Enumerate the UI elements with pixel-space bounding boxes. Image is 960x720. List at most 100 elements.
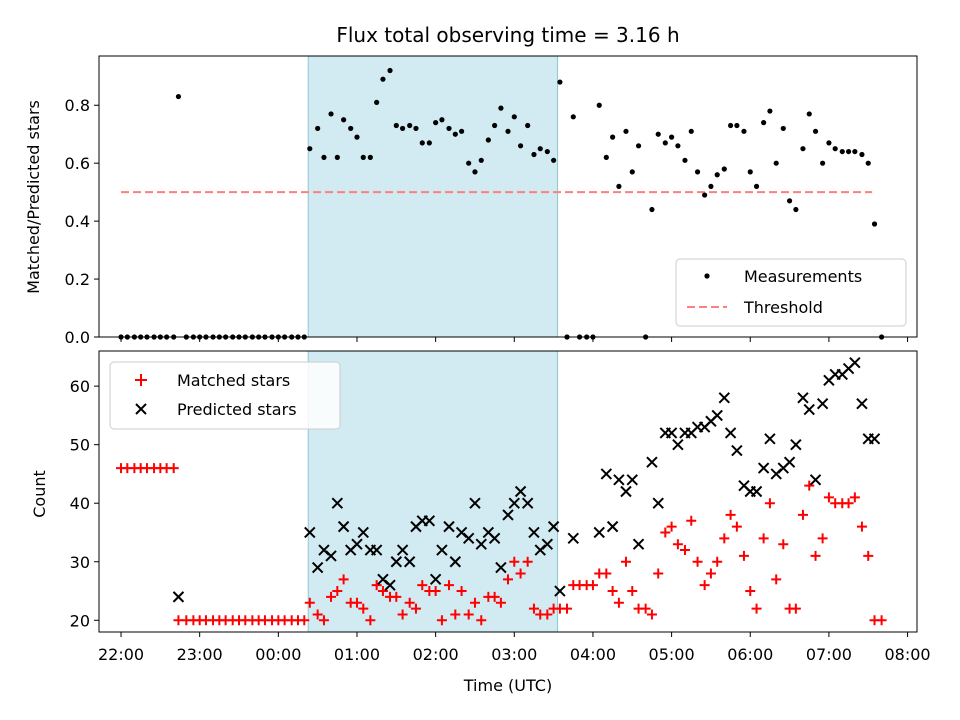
predicted-star-point bbox=[469, 497, 481, 509]
predicted-star-point bbox=[521, 497, 534, 509]
predicted-star-point bbox=[718, 392, 731, 404]
matched-star-point bbox=[410, 603, 421, 614]
predicted-star-point bbox=[495, 561, 507, 574]
matched-star-point bbox=[620, 556, 631, 567]
x-tick-label: 00:00 bbox=[255, 645, 301, 664]
measurement-point bbox=[859, 151, 865, 158]
x-tick-label: 23:00 bbox=[177, 645, 223, 664]
matched-star-point bbox=[646, 609, 657, 620]
measurement-point bbox=[511, 114, 517, 120]
matched-star-point bbox=[371, 580, 382, 591]
measurement-point bbox=[839, 148, 845, 155]
top-x-ticks bbox=[120, 337, 909, 342]
predicted-star-point bbox=[488, 532, 501, 545]
measurement-point bbox=[688, 128, 694, 134]
matched-star-point bbox=[522, 556, 533, 567]
matched-star-point bbox=[823, 492, 834, 503]
measurement-point bbox=[714, 172, 720, 178]
measurement-point bbox=[727, 122, 734, 129]
predicted-star-point bbox=[423, 515, 436, 527]
measurement-point bbox=[570, 114, 576, 120]
measurement-point bbox=[708, 183, 714, 189]
predicted-star-point bbox=[632, 538, 645, 550]
measurement-point bbox=[433, 120, 439, 126]
measurement-point bbox=[721, 166, 727, 172]
matched-star-point bbox=[299, 615, 310, 626]
predicted-star-point bbox=[384, 579, 396, 591]
measurement-point bbox=[407, 122, 413, 129]
predicted-star-point bbox=[508, 497, 520, 509]
matched-star-point bbox=[699, 580, 710, 591]
matched-star-point bbox=[450, 609, 461, 620]
matched-star-point bbox=[719, 533, 730, 544]
measurement-point bbox=[649, 206, 655, 213]
predicted-star-point bbox=[593, 526, 605, 539]
matched-star-point bbox=[771, 574, 782, 585]
bottom-shaded-span bbox=[307, 350, 559, 633]
measurement-point bbox=[446, 125, 452, 132]
measurement-point bbox=[452, 131, 458, 137]
matched-star-point bbox=[738, 550, 749, 561]
top-axes-frame bbox=[98, 55, 918, 338]
legend-measurements-label: Measurements bbox=[744, 267, 862, 286]
matched-star-point bbox=[542, 609, 553, 620]
predicted-star-point bbox=[370, 544, 383, 556]
matched-stars-points bbox=[116, 463, 887, 626]
matched-star-point bbox=[627, 586, 638, 597]
measurement-point bbox=[603, 154, 609, 160]
predicted-star-point bbox=[646, 456, 658, 468]
y-tick-label: 0.4 bbox=[65, 212, 90, 231]
predicted-star-point bbox=[803, 403, 815, 416]
predicted-star-point bbox=[304, 526, 316, 539]
predicted-star-point bbox=[541, 538, 554, 550]
legend-measurements-marker bbox=[704, 273, 710, 279]
matched-star-point bbox=[797, 509, 808, 520]
y-tick-label: 60 bbox=[70, 377, 90, 396]
measurement-point bbox=[374, 99, 380, 105]
y-tick-label: 50 bbox=[70, 436, 90, 455]
measurement-point bbox=[525, 122, 531, 129]
predicted-star-point bbox=[750, 485, 763, 498]
measurement-point bbox=[531, 151, 537, 158]
x-tick-label: 05:00 bbox=[649, 645, 695, 664]
top-y-axis-label: Matched/Predicted stars bbox=[24, 100, 43, 294]
predicted-star-point bbox=[514, 485, 527, 498]
predicted-star-point bbox=[626, 474, 638, 486]
predicted-star-point bbox=[711, 409, 723, 422]
measurement-point bbox=[485, 137, 491, 143]
measurement-point bbox=[826, 140, 832, 146]
measurement-point bbox=[472, 169, 478, 175]
matched-star-point bbox=[804, 480, 815, 491]
predicted-star-point bbox=[816, 397, 829, 410]
x-tick-label: 01:00 bbox=[334, 645, 380, 664]
matched-star-point bbox=[856, 521, 867, 532]
measurement-point bbox=[400, 125, 406, 132]
legend-predicted-marker bbox=[135, 403, 147, 415]
matched-star-point bbox=[509, 556, 520, 567]
matched-star-point bbox=[430, 586, 441, 597]
measurement-point bbox=[596, 102, 602, 108]
measurement-point bbox=[761, 120, 767, 126]
measurement-point bbox=[734, 122, 740, 129]
top-panel: 0.0 0.2 0.4 0.6 0.8 Flux total observing tim… bbox=[24, 23, 918, 347]
x-tick-label: 08:00 bbox=[885, 645, 931, 664]
matched-star-point bbox=[745, 586, 756, 597]
matched-star-point bbox=[778, 539, 789, 550]
measurement-point bbox=[753, 183, 760, 189]
predicted-star-point bbox=[429, 573, 442, 586]
matched-star-point bbox=[365, 615, 376, 626]
predicted-star-point bbox=[731, 444, 743, 457]
measurement-point bbox=[537, 146, 543, 152]
measurement-point bbox=[354, 134, 360, 140]
matched-star-point bbox=[391, 591, 402, 602]
measurement-point bbox=[871, 221, 878, 227]
measurement-point bbox=[321, 154, 327, 160]
predicted-star-point bbox=[567, 532, 579, 545]
matched-star-point bbox=[326, 591, 337, 602]
matched-star-point bbox=[503, 574, 513, 585]
matched-star-point bbox=[876, 615, 887, 626]
matched-star-point bbox=[377, 586, 388, 597]
measurement-point bbox=[820, 160, 826, 166]
matched-star-point bbox=[849, 492, 860, 503]
bottom-axes-frame bbox=[98, 350, 918, 633]
